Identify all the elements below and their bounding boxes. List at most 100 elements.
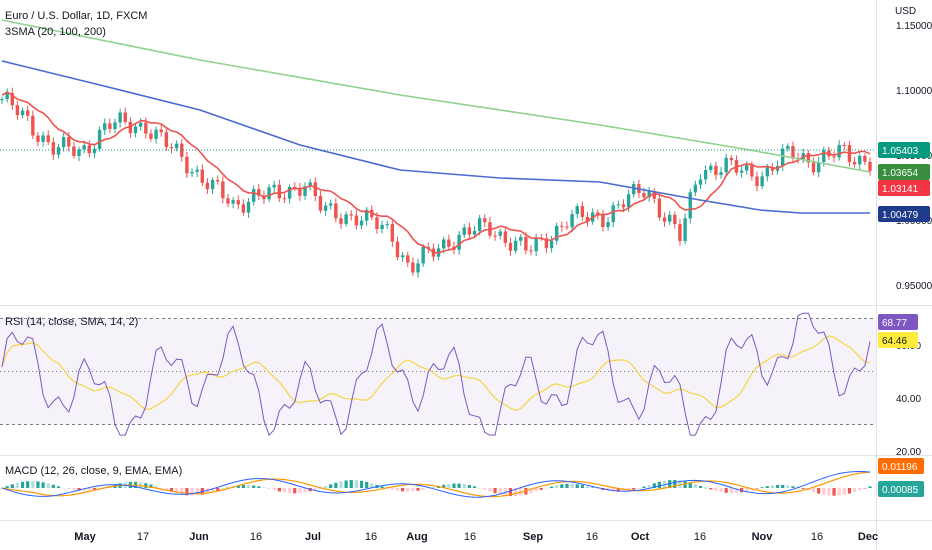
macd-histogram-bar — [822, 488, 826, 495]
candle-body — [837, 144, 841, 158]
candle-body — [786, 146, 790, 149]
candle-body — [580, 206, 585, 217]
candle-body — [678, 224, 682, 241]
candle-body — [688, 192, 692, 219]
candle-body — [82, 145, 86, 150]
candle-body — [755, 176, 759, 187]
macd-histogram-bar — [334, 482, 338, 488]
macd-histogram-bar — [144, 483, 148, 488]
macd-histogram-bar — [349, 480, 353, 488]
candle-body — [683, 218, 687, 241]
macd-histogram-bar — [257, 486, 261, 488]
candle-body — [118, 112, 122, 123]
candle-body — [67, 137, 71, 147]
candle-body — [323, 205, 328, 211]
candle-body — [816, 161, 821, 173]
candle-body — [169, 147, 174, 149]
macd-histogram-bar — [323, 486, 328, 488]
macd-histogram-bar — [359, 480, 364, 488]
macd-histogram-bar — [154, 486, 158, 488]
symbol-title[interactable]: Euro / U.S. Dollar, 1D, FXCM — [5, 10, 148, 22]
macd-histogram-bar — [87, 488, 91, 491]
candle-body — [236, 200, 240, 205]
candle-body — [20, 110, 25, 116]
macd-histogram-bar — [36, 481, 40, 488]
macd-histogram-bar — [267, 488, 271, 489]
macd-histogram-bar — [704, 487, 708, 489]
macd-histogram-bar — [26, 481, 30, 488]
macd-histogram-bar — [431, 487, 436, 488]
macd-histogram-bar — [62, 487, 66, 489]
candle-body — [221, 181, 225, 199]
x-tick-label: 16 — [811, 531, 823, 543]
candle-body — [15, 105, 20, 116]
price-badge — [878, 142, 930, 158]
macd-histogram-bar — [288, 488, 292, 494]
rsi-legend[interactable]: RSI (14, close, SMA, 14, 2) — [5, 316, 139, 328]
macd-histogram-bar — [837, 488, 841, 496]
macd-badge — [878, 481, 924, 497]
macd-histogram-bar — [92, 488, 97, 490]
x-tick-label: 16 — [694, 531, 706, 543]
candle-body — [390, 224, 395, 242]
macd-histogram-bar — [272, 488, 276, 491]
rsi-signal-line — [1, 335, 871, 411]
candle-body — [174, 143, 179, 149]
macd-histogram-bar — [775, 484, 780, 488]
candle-body — [154, 129, 158, 139]
macd-badge-label: 0.00085 — [882, 485, 919, 496]
candle-body — [128, 121, 133, 134]
macd-legend[interactable]: MACD (12, 26, close, 9, EMA, EMA) — [5, 465, 183, 477]
candle-body — [729, 157, 734, 161]
candle-body — [41, 135, 45, 142]
candle-body — [611, 205, 615, 223]
candle-body — [791, 146, 795, 158]
macd-histogram-bar — [339, 481, 343, 488]
candle-body — [185, 156, 189, 174]
candle-body — [780, 148, 785, 166]
macd-histogram-bar — [221, 488, 225, 489]
macd-histogram-bar — [503, 488, 507, 496]
candle-body — [359, 220, 364, 226]
macd-badge-label: 0.01196 — [882, 462, 918, 473]
macd-signal-line — [1, 471, 871, 498]
candle-body — [267, 187, 271, 200]
macd-histogram-bar — [791, 486, 795, 488]
macd-histogram-bar — [478, 487, 482, 489]
candle-body — [596, 212, 600, 215]
macd-histogram-bar — [190, 488, 194, 496]
rsi-line — [1, 312, 871, 437]
candle-body — [673, 214, 677, 225]
macd-histogram-bar — [41, 482, 45, 488]
sma-legend[interactable]: 3SMA (20, 100, 200) — [5, 26, 106, 38]
x-tick-label: 16 — [464, 531, 476, 543]
candle-body — [529, 250, 533, 252]
candle-body — [46, 135, 50, 143]
candle-body — [246, 201, 251, 213]
candle-body — [745, 165, 749, 171]
macd-histogram-bar — [786, 485, 790, 488]
candle-body — [313, 182, 318, 197]
candle-body — [657, 198, 662, 218]
candle-body — [190, 171, 194, 174]
macd-histogram-bar — [811, 488, 816, 493]
macd-histogram-bar — [390, 488, 394, 490]
macd-histogram-bar — [46, 483, 50, 488]
candle-body — [472, 230, 477, 235]
macd-histogram-bar — [678, 480, 682, 488]
macd-histogram-bar — [10, 484, 14, 488]
macd-histogram-bar — [370, 483, 374, 488]
rsi-tick-label: 40.00 — [896, 394, 921, 405]
macd-histogram-bar — [832, 488, 836, 496]
candle-body — [210, 179, 215, 190]
macd-histogram-bar — [514, 488, 518, 497]
candle-body — [406, 255, 410, 263]
candle-body — [477, 218, 482, 231]
candle-body — [652, 191, 656, 199]
macd-histogram-bar — [293, 488, 297, 494]
candle-body — [544, 238, 549, 249]
macd-histogram-bar — [637, 488, 641, 489]
macd-histogram-bar — [31, 481, 35, 488]
x-tick-label: 16 — [586, 531, 598, 543]
